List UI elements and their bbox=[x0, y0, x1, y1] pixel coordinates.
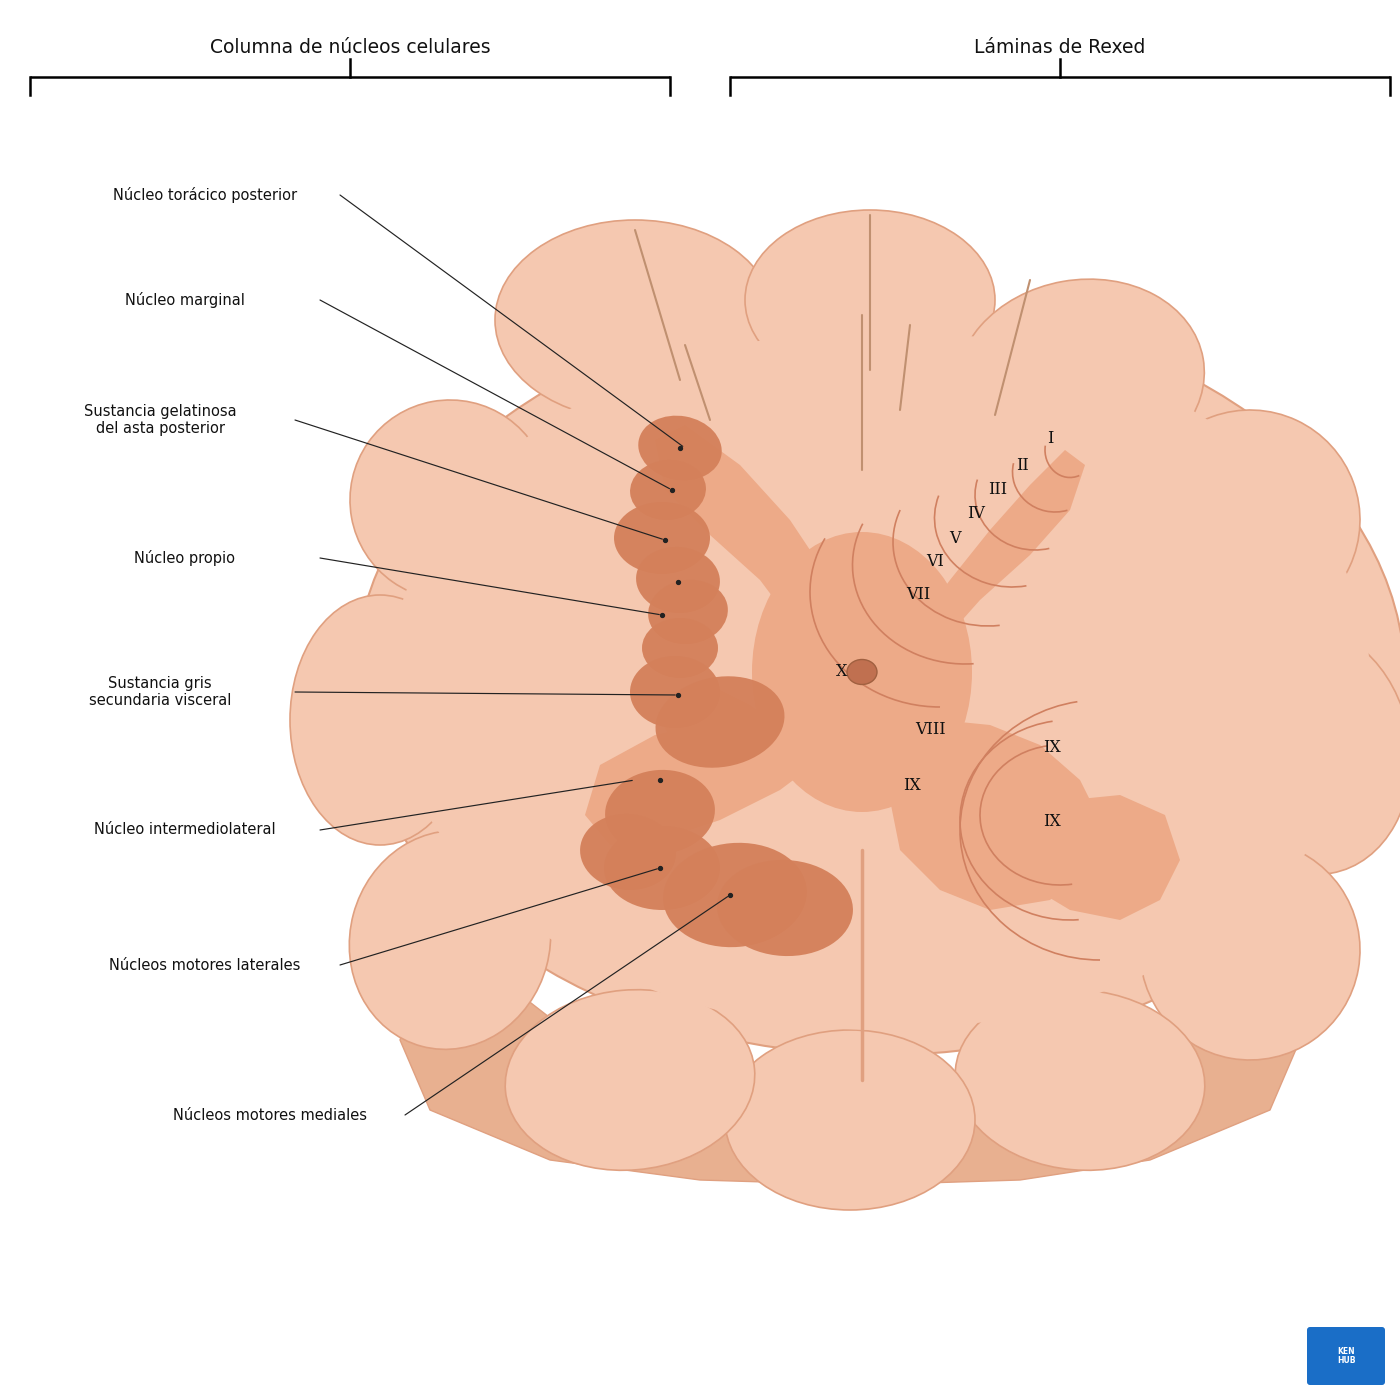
Ellipse shape bbox=[745, 210, 995, 391]
Ellipse shape bbox=[496, 220, 776, 420]
Polygon shape bbox=[890, 720, 1100, 910]
Ellipse shape bbox=[391, 330, 1371, 1030]
Text: Núcleo marginal: Núcleo marginal bbox=[125, 293, 245, 308]
Ellipse shape bbox=[636, 547, 720, 613]
Ellipse shape bbox=[1210, 626, 1400, 875]
Ellipse shape bbox=[350, 400, 550, 601]
Ellipse shape bbox=[638, 416, 722, 480]
Text: IV: IV bbox=[967, 505, 986, 522]
Text: III: III bbox=[988, 482, 1008, 498]
Text: VII: VII bbox=[906, 587, 930, 603]
Text: IX: IX bbox=[1043, 813, 1061, 830]
Ellipse shape bbox=[655, 676, 784, 767]
Text: Núcleo propio: Núcleo propio bbox=[134, 550, 235, 566]
Ellipse shape bbox=[505, 990, 755, 1170]
Polygon shape bbox=[1009, 795, 1180, 920]
Text: Sustancia gelatinosa
del asta posterior: Sustancia gelatinosa del asta posterior bbox=[84, 403, 237, 437]
Ellipse shape bbox=[956, 279, 1204, 480]
Ellipse shape bbox=[725, 1030, 974, 1210]
Text: II: II bbox=[1015, 456, 1029, 473]
Ellipse shape bbox=[349, 830, 550, 1050]
Ellipse shape bbox=[847, 659, 876, 685]
Ellipse shape bbox=[630, 657, 720, 728]
Text: IX: IX bbox=[1043, 739, 1061, 756]
Text: IX: IX bbox=[903, 777, 921, 794]
Text: Sustancia gris
secundaria visceral: Sustancia gris secundaria visceral bbox=[88, 676, 231, 708]
Polygon shape bbox=[659, 690, 770, 752]
Text: Columna de núcleos celulares: Columna de núcleos celulares bbox=[210, 38, 490, 57]
Text: I: I bbox=[1047, 430, 1053, 447]
Text: V: V bbox=[949, 529, 960, 546]
Ellipse shape bbox=[717, 860, 853, 956]
Ellipse shape bbox=[605, 770, 715, 854]
Text: X: X bbox=[836, 664, 847, 680]
Ellipse shape bbox=[290, 595, 470, 846]
Text: Núcleos motores laterales: Núcleos motores laterales bbox=[109, 958, 301, 973]
Ellipse shape bbox=[664, 843, 806, 948]
Polygon shape bbox=[655, 426, 830, 650]
Text: KEN
HUB: KEN HUB bbox=[1337, 1347, 1355, 1365]
Ellipse shape bbox=[643, 617, 718, 678]
Polygon shape bbox=[895, 449, 1085, 671]
Ellipse shape bbox=[603, 826, 720, 910]
Ellipse shape bbox=[630, 461, 706, 519]
Text: Núcleos motores mediales: Núcleos motores mediales bbox=[174, 1107, 367, 1123]
FancyBboxPatch shape bbox=[1308, 1327, 1385, 1385]
Ellipse shape bbox=[955, 990, 1205, 1170]
Ellipse shape bbox=[1140, 410, 1359, 630]
Ellipse shape bbox=[580, 813, 676, 890]
Ellipse shape bbox=[1140, 840, 1359, 1060]
Polygon shape bbox=[400, 939, 1301, 1184]
Ellipse shape bbox=[615, 503, 710, 574]
Text: Núcleo intermediolateral: Núcleo intermediolateral bbox=[94, 823, 276, 837]
Ellipse shape bbox=[356, 305, 1400, 1056]
Text: Láminas de Rexed: Láminas de Rexed bbox=[974, 38, 1145, 57]
Polygon shape bbox=[585, 720, 820, 846]
Text: VI: VI bbox=[925, 553, 944, 571]
Ellipse shape bbox=[752, 532, 972, 812]
Text: VIII: VIII bbox=[914, 721, 945, 739]
Text: Núcleo torácico posterior: Núcleo torácico posterior bbox=[113, 188, 297, 203]
Ellipse shape bbox=[648, 580, 728, 644]
